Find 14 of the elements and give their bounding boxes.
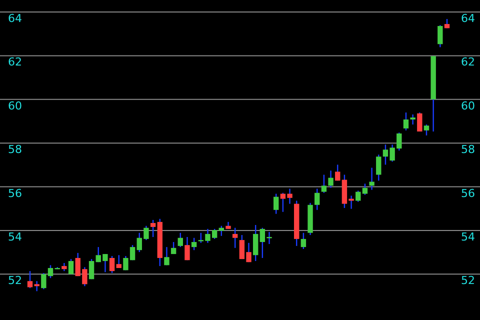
y-tick-label: 58: [8, 143, 22, 156]
y-tick-label: 64: [8, 12, 22, 26]
y2-tick-label: 52: [461, 274, 475, 288]
y2-tick-label: 54: [461, 230, 475, 244]
y-tick-label: 56: [8, 186, 22, 200]
y2-tick-label: 60: [461, 99, 475, 112]
y-tick-label: 60: [8, 99, 22, 112]
y-tick-label: 62: [8, 56, 22, 69]
y2-tick-label: 58: [461, 143, 475, 156]
y2-tick-label: 64: [461, 12, 475, 26]
y2-tick-label: 56: [461, 186, 475, 200]
y-tick-label: 54: [8, 230, 22, 244]
y2-tick-label: 62: [461, 56, 475, 69]
y-tick-label: 52: [8, 274, 22, 288]
